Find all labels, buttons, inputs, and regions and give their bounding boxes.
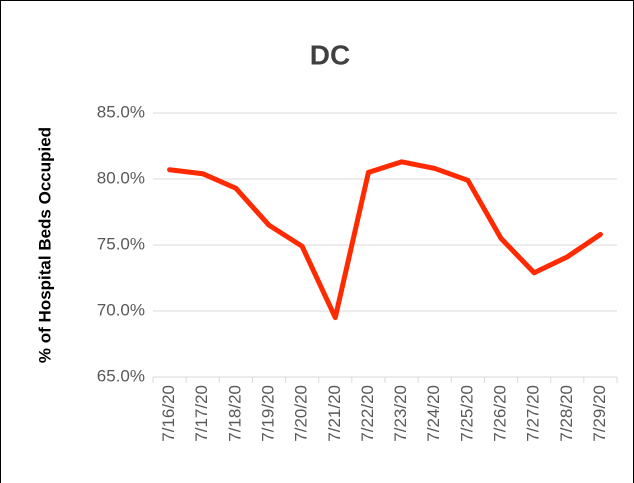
x-tick-label: 7/26/20 bbox=[490, 385, 509, 442]
x-tick-label: 7/17/20 bbox=[192, 385, 211, 442]
y-tick-label: 85.0% bbox=[97, 102, 145, 121]
y-tick-label: 65.0% bbox=[97, 366, 145, 385]
x-tick-label: 7/20/20 bbox=[292, 385, 311, 442]
y-tick-label: 80.0% bbox=[97, 168, 145, 187]
x-tick-label: 7/19/20 bbox=[258, 385, 277, 442]
y-axis-label: % of Hospital Beds Occupied bbox=[35, 127, 54, 363]
x-tick-label: 7/28/20 bbox=[557, 385, 576, 442]
y-tick-label: 70.0% bbox=[97, 300, 145, 319]
x-tick-label: 7/29/20 bbox=[590, 385, 609, 442]
x-tick-label: 7/16/20 bbox=[159, 385, 178, 442]
x-tick-label: 7/23/20 bbox=[391, 385, 410, 442]
x-tick-label: 7/18/20 bbox=[225, 385, 244, 442]
x-tick-label: 7/21/20 bbox=[325, 385, 344, 442]
x-tick-label: 7/22/20 bbox=[358, 385, 377, 442]
chart-title: DC bbox=[310, 39, 350, 70]
y-tick-label: 75.0% bbox=[97, 234, 145, 253]
x-tick-label: 7/27/20 bbox=[524, 385, 543, 442]
x-tick-label: 7/24/20 bbox=[424, 385, 443, 442]
line-series bbox=[167, 159, 603, 321]
x-tick-label: 7/25/20 bbox=[457, 385, 476, 442]
